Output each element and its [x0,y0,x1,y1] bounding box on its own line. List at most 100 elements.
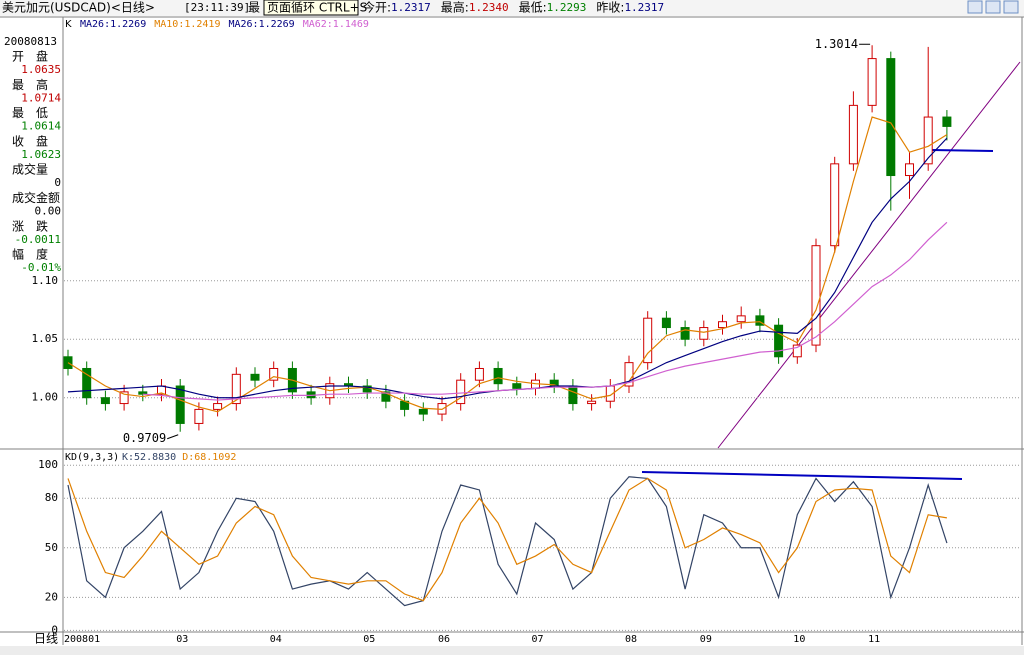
legend-entry: MA10:1.2419 [154,19,220,30]
candle-body [250,373,260,381]
candle-body [587,400,597,405]
candle-body [905,163,914,177]
candle-body [269,367,279,381]
candle-body [886,58,896,177]
y-tick-label: 20 [45,590,58,603]
candle-body [811,245,821,346]
candle-body [119,391,129,405]
candle-body [381,391,391,402]
candle-body [699,327,709,340]
x-tick-label: 09 [700,634,712,645]
sidebar-label: 幅 度 [12,247,48,262]
horizontal-line [641,471,963,480]
legend-entry: D:68.1092 [182,452,236,463]
line-series [67,476,948,607]
candle-body [755,315,765,326]
y-tick-label: 80 [45,491,58,504]
candle-body [792,344,802,358]
candle-body [512,383,522,389]
x-tick-label: 10 [793,634,805,645]
annotation: 1.3014 [815,37,858,51]
quote-label: 今开: [363,0,391,15]
candle-body [736,315,746,323]
sidebar-value: 1.0714 [21,91,61,104]
candle-body [568,385,578,405]
candle-body [942,116,952,127]
candle-body [680,327,690,340]
horizontal-line [931,149,994,152]
quote-value: 1.2293 [547,1,587,14]
sidebar-value: -0.01% [21,261,61,274]
candle-body [774,324,784,358]
sidebar-label: 成交金额 [12,190,60,205]
quote-value: 1.2317 [391,1,431,14]
sidebar-label: 开 盘 [12,49,48,64]
partial-label: 最 [248,1,260,15]
sidebar-value: 0.00 [35,205,62,218]
popup-text: 页面循环 CTRL+S [267,1,367,15]
sidebar-label: 最 低 [12,106,48,120]
kd-axis-title: K [65,19,72,30]
popup-box [263,0,359,16]
x-tick-label: 08 [625,634,637,645]
candle-body [175,385,185,424]
trend-line [717,61,1021,449]
candle-body [194,408,204,424]
sidebar-label: 收 盘 [12,133,48,148]
quote-value: 1.2317 [624,1,664,14]
candle-body [474,367,484,381]
x-tick-label: 05 [363,634,375,645]
sidebar-date: 20080813 [4,35,57,48]
candle-body [848,104,858,165]
y-tick-label: 1.10 [32,274,59,287]
kd-title: KD(9,3,3) [65,452,119,463]
window-buttons[interactable] [967,0,1019,14]
sidebar-value: 1.0614 [21,120,61,133]
candle-body [418,408,428,415]
candle-body [867,58,877,106]
candle-body [213,403,223,410]
candle-body [231,373,241,405]
candle-body [456,379,466,405]
quote-label: 最高: [441,0,469,15]
x-tick-label: 04 [270,634,282,645]
candle-body [661,317,671,329]
quote-value: 1.2340 [469,1,509,14]
legend-entry: MA26:1.2269 [228,19,294,30]
y-tick-label: 0 [51,623,58,636]
x-tick-label: 03 [176,634,188,645]
candle-body [718,321,727,329]
candle-body [830,163,840,247]
sidebar-value: -0.0011 [15,233,61,246]
candle-body [100,397,110,405]
clock: [23:11:39] [184,1,250,14]
annotation: 0.9709 [123,431,166,445]
line-series [142,221,948,401]
line-series [67,116,948,413]
top-bar [0,0,1024,16]
sidebar-value: 1.0623 [21,148,61,161]
legend-entry: K:52.8830 [122,452,176,463]
candle-body [82,367,92,399]
y-tick-label: 100 [38,458,58,471]
candle-body [923,116,933,165]
line-series [67,477,947,602]
quote-label: 最低: [519,1,547,15]
x-axis-label: 日线 [34,632,58,646]
candle-body [643,317,653,364]
legend-entry: MA62:1.1469 [303,19,369,30]
x-tick-label: 11 [868,634,880,645]
x-tick-label: 06 [438,634,450,645]
sidebar-label: 成交量 [12,162,48,177]
sidebar-label: 最 高 [12,77,48,92]
sidebar-value: 0 [54,176,61,189]
candle-body [493,367,503,385]
annotation-arrow [167,434,179,440]
legend-entry: MA26:1.2269 [80,19,146,30]
x-tick-label: 07 [532,634,544,645]
sidebar-value: 1.0635 [21,63,61,76]
quote-label: 昨收: [596,1,624,15]
y-tick-label: 1.00 [32,391,59,404]
y-tick-label: 1.05 [32,332,59,345]
